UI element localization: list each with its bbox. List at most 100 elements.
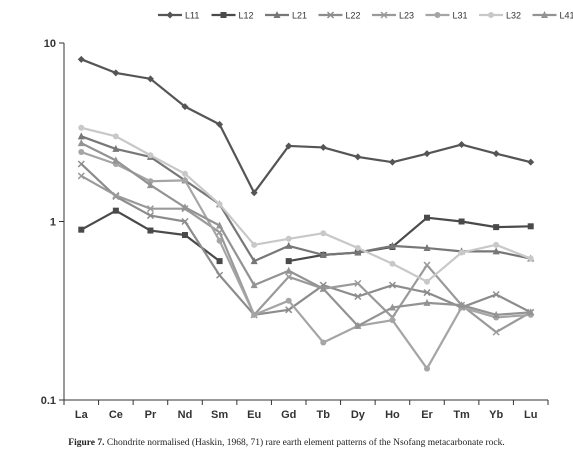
point-l11-nd — [181, 103, 189, 111]
plot-area — [77, 55, 535, 372]
point-l21-er — [423, 244, 431, 252]
point-l11-la — [77, 55, 85, 63]
x-tick-label-pr: Pr — [145, 409, 157, 421]
x-tick-label-gd: Gd — [281, 409, 296, 421]
series-l22 — [77, 160, 535, 319]
point-l23-er — [423, 261, 431, 269]
point-l12-pr — [147, 227, 154, 234]
legend-item-l12: L12 — [211, 11, 254, 21]
series-l32 — [78, 124, 534, 285]
point-l32-nd — [182, 170, 188, 177]
point-l23-yb — [492, 328, 500, 336]
point-l32-ho — [389, 260, 396, 267]
x-tick-label-la: La — [75, 409, 89, 421]
x-tick-label-yb: Yb — [489, 409, 503, 421]
legend-label-l32: L32 — [506, 11, 521, 21]
point-l22-pr-stroke — [146, 212, 154, 220]
point-l11-lu — [527, 158, 535, 166]
series-line-l11 — [80, 58, 531, 194]
legend-item-l21: L21 — [265, 11, 307, 21]
point-l22-yb-stroke — [492, 290, 500, 299]
x-tick-label-sm: Sm — [211, 409, 228, 421]
point-l12-la — [78, 226, 85, 233]
point-l41-pr — [146, 181, 154, 189]
point-l41-lu — [527, 308, 535, 316]
point-l22-nd-stroke — [181, 217, 189, 226]
point-l11-eu — [250, 189, 258, 197]
x-tick-label-er: Er — [421, 409, 433, 421]
point-l32-tb — [320, 230, 327, 237]
point-l21-ce — [112, 144, 120, 152]
point-l12-yb — [493, 224, 500, 231]
point-l31-eu — [251, 311, 258, 318]
point-l41-dy — [354, 321, 362, 329]
legend-swatch-marker — [273, 11, 281, 18]
point-l41-ho — [388, 303, 396, 311]
legend-label-l22: L22 — [346, 11, 361, 21]
point-l32-tm — [458, 249, 465, 256]
y-tick-label: 0.1 — [41, 395, 56, 407]
point-l23-er-stroke — [423, 261, 431, 269]
point-l11-sm — [216, 120, 224, 128]
point-l22-la — [77, 160, 85, 168]
point-l41-er — [423, 298, 431, 306]
point-l22-ho — [388, 281, 396, 289]
point-l32-gd — [285, 235, 292, 242]
legend-item-l23: L23 — [372, 11, 414, 21]
point-l32-sm — [216, 201, 223, 208]
legend-swatch-marker — [488, 12, 494, 18]
point-l32-eu — [251, 241, 258, 248]
point-l12-nd — [182, 232, 188, 239]
point-l12-er — [424, 214, 430, 221]
point-l32-dy — [354, 245, 361, 252]
point-l23-ce — [112, 191, 120, 199]
point-l23-yb-stroke — [492, 328, 500, 336]
x-tick-label-lu: Lu — [524, 409, 537, 421]
point-l11-gd — [285, 142, 293, 150]
point-l11-tb — [319, 143, 327, 151]
y-tick-label: 1 — [50, 217, 56, 229]
point-l22-ho-stroke — [388, 281, 396, 289]
point-l23-pr — [146, 205, 154, 213]
point-l23-pr-stroke — [146, 205, 154, 213]
point-l31-er — [424, 365, 430, 372]
point-l11-yb — [492, 150, 500, 158]
legend-swatch-marker-stroke — [380, 11, 388, 19]
legend-label-l31: L31 — [453, 11, 468, 21]
legend-label-l12: L12 — [239, 11, 254, 21]
point-l21-gd — [285, 241, 293, 249]
point-l11-ho — [388, 158, 396, 166]
legend-item-l41: L41 — [532, 11, 573, 21]
point-l31-la — [78, 149, 85, 156]
legend-swatch-marker — [220, 12, 227, 18]
axes: 10 1 0.1 La Ce Pr Nd Sm Eu Gd Tb Dy Ho Er Tm Yb Lu — [41, 38, 549, 421]
point-l11-tm — [458, 141, 466, 149]
point-l23-dy-stroke — [354, 279, 362, 287]
legend-label-l11: L11 — [185, 11, 199, 21]
x-tick-label-eu: Eu — [247, 409, 261, 421]
caption-label: Figure 7. — [68, 438, 105, 448]
caption-text: Chondrite normalised (Haskin, 1968, 71) … — [104, 438, 505, 448]
point-l12-gd — [285, 258, 292, 265]
legend-swatch-marker — [166, 11, 174, 19]
legend-swatch-marker — [541, 11, 548, 18]
legend-swatch-marker — [326, 11, 335, 19]
point-l41-la — [77, 139, 85, 147]
point-l41-sm — [216, 221, 224, 229]
ree-line-chart: L11 L12 L21 L22 L23 L31 L32 L41 10 1 0.1 La Ce Pr Nd S… — [41, 11, 573, 422]
legend-label-l41: L41 — [560, 11, 573, 21]
y-tick-label: 10 — [44, 38, 56, 50]
point-l22-gd-stroke — [285, 306, 293, 314]
series-line-l41 — [80, 142, 531, 328]
point-l41-ce — [112, 156, 120, 164]
legend: L11 L12 L21 L22 L23 L31 L32 L41 — [158, 11, 573, 21]
point-l23-gd-stroke — [285, 273, 293, 281]
series-l41 — [77, 139, 535, 329]
point-l12-lu — [527, 223, 534, 230]
point-l41-gd — [285, 266, 293, 274]
point-l31-tb — [320, 339, 327, 346]
series-line-l32 — [81, 126, 532, 283]
point-l12-sm — [216, 258, 223, 265]
x-tick-label-tm: Tm — [453, 409, 470, 421]
point-l32-pr — [147, 152, 154, 159]
